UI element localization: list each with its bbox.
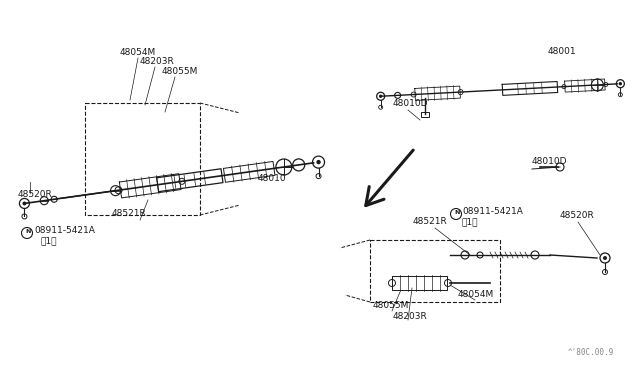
Circle shape <box>317 161 320 164</box>
Bar <box>85 103 200 215</box>
FancyArrowPatch shape <box>366 150 413 206</box>
Text: 48054M: 48054M <box>120 48 156 57</box>
Text: 48054M: 48054M <box>458 290 494 299</box>
Text: 48521R: 48521R <box>112 209 147 218</box>
Text: 48010: 48010 <box>258 174 287 183</box>
Text: 48001: 48001 <box>548 47 577 56</box>
Text: 48203R: 48203R <box>140 57 175 66</box>
Circle shape <box>380 95 381 97</box>
Text: N: N <box>454 209 460 215</box>
Text: 48055M: 48055M <box>373 301 410 310</box>
Circle shape <box>604 257 606 259</box>
Text: 1）: 1） <box>40 236 56 245</box>
Text: 48203R: 48203R <box>393 312 428 321</box>
Text: 48010D: 48010D <box>532 157 568 166</box>
Text: 48520R: 48520R <box>560 211 595 220</box>
Circle shape <box>23 202 26 205</box>
Text: 48520R: 48520R <box>18 190 52 199</box>
Text: ^'80C.00.9: ^'80C.00.9 <box>568 348 614 357</box>
Text: N: N <box>26 228 31 234</box>
Text: 48521R: 48521R <box>413 217 448 226</box>
Text: 08911-5421A: 08911-5421A <box>462 207 523 216</box>
Circle shape <box>620 83 621 85</box>
Text: 1）: 1） <box>462 217 479 226</box>
Bar <box>370 240 500 302</box>
Text: 48010D: 48010D <box>393 99 429 108</box>
Bar <box>420 112 429 117</box>
Text: 48055M: 48055M <box>162 67 198 76</box>
Text: 08911-5421A: 08911-5421A <box>34 226 95 235</box>
